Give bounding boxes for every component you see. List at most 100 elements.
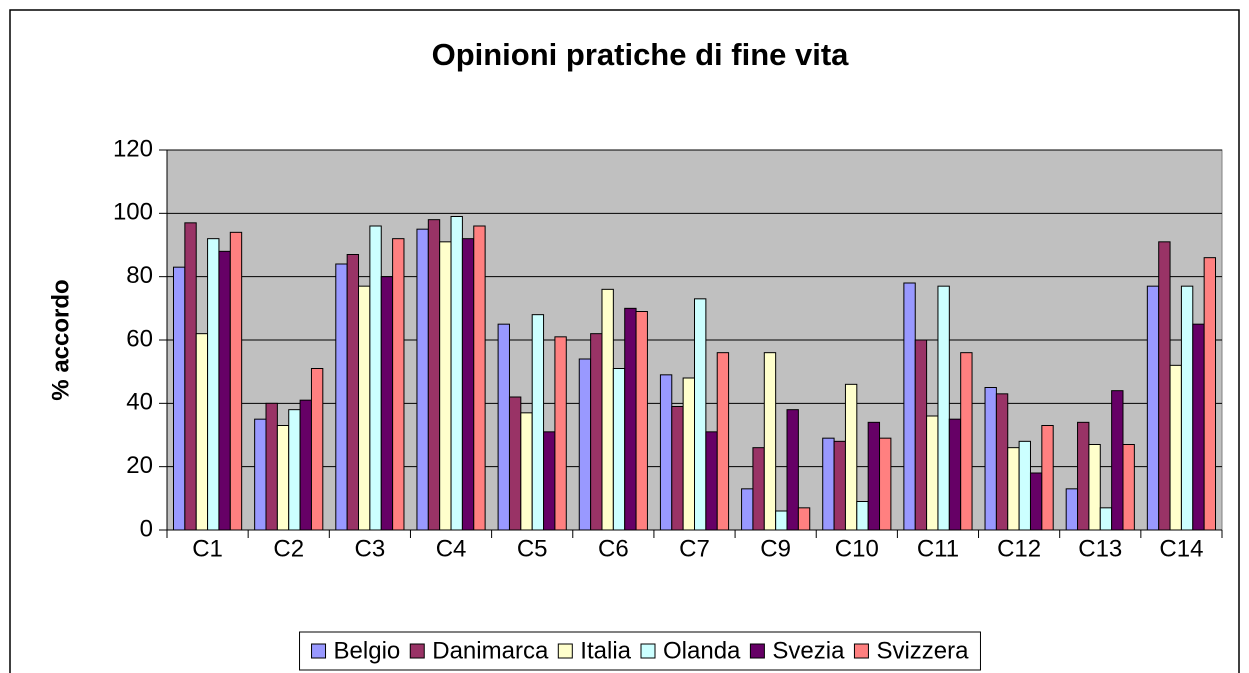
bar: [473, 225, 486, 531]
bar: [612, 368, 626, 531]
bar: [288, 409, 301, 531]
bar: [461, 238, 475, 531]
bar: [822, 437, 835, 531]
bar: [346, 254, 360, 531]
bar: [903, 282, 916, 531]
bar: [416, 228, 429, 531]
x-tick-label: C14: [1159, 535, 1203, 562]
y-axis-label: % accordo: [47, 279, 74, 400]
bar: [914, 339, 928, 531]
bar: [578, 358, 592, 531]
bar: [1203, 257, 1217, 531]
legend-swatch: [640, 643, 656, 659]
bar: [682, 377, 696, 531]
bar: [358, 285, 371, 531]
legend-swatch: [409, 643, 425, 659]
x-tick-label: C2: [273, 535, 304, 562]
legend-swatch: [557, 643, 573, 659]
bar: [310, 368, 324, 531]
bar: [1018, 440, 1031, 531]
bar: [1192, 323, 1205, 531]
bar: [856, 501, 869, 531]
bar: [1065, 488, 1079, 531]
bar: [497, 323, 510, 531]
bar: [844, 383, 858, 531]
bar: [369, 225, 382, 531]
bar: [797, 507, 811, 531]
bar: [867, 421, 881, 531]
legend-label: Danimarca: [432, 637, 549, 664]
bar: [195, 333, 209, 531]
y-tick-label: 20: [126, 452, 153, 479]
bar: [1041, 425, 1054, 531]
x-tick-label: C12: [997, 535, 1041, 562]
bar: [1088, 444, 1101, 531]
legend-label: Italia: [580, 637, 631, 664]
bar: [254, 418, 267, 531]
bar: [299, 399, 312, 531]
legend-label: Belgio: [334, 637, 401, 664]
bar: [1180, 285, 1194, 531]
bar: [335, 263, 348, 531]
x-tick-label: C7: [679, 535, 710, 562]
legend-swatch: [311, 643, 327, 659]
y-tick-label: 100: [113, 199, 153, 226]
bar: [948, 418, 962, 531]
bar: [1146, 285, 1160, 531]
bar: [554, 336, 567, 531]
chart-title: Opinioni pratiche di fine vita: [432, 37, 850, 72]
bar: [392, 238, 405, 531]
y-tick-label: 60: [126, 325, 153, 352]
bar: [543, 431, 556, 531]
bar: [879, 437, 892, 531]
bar: [1111, 390, 1124, 531]
bar: [1169, 364, 1182, 531]
bar: [1099, 507, 1113, 531]
x-tick-label: C3: [355, 535, 386, 562]
legend-swatch: [749, 643, 765, 659]
legend-label: Olanda: [663, 637, 741, 664]
bar: [833, 440, 846, 531]
bar: [659, 374, 673, 531]
bar: [450, 216, 463, 531]
bar: [265, 402, 278, 531]
bar: [960, 352, 973, 531]
bar: [995, 393, 1009, 531]
bar: [984, 387, 997, 531]
bar: [716, 352, 730, 531]
bar: [786, 409, 799, 531]
x-tick-label: C10: [835, 535, 879, 562]
bar: [427, 219, 441, 531]
bar: [763, 352, 777, 531]
bar: [741, 488, 754, 531]
bar: [694, 298, 707, 531]
bar: [671, 406, 684, 531]
y-tick-label: 80: [126, 262, 153, 289]
bar: [184, 222, 197, 531]
y-tick-label: 0: [140, 515, 153, 542]
y-tick-label: 40: [126, 389, 153, 416]
legend-label: Svizzera: [876, 637, 969, 664]
bar: [172, 266, 186, 531]
bar: [207, 238, 220, 531]
bar: [1029, 472, 1043, 531]
bar: [926, 415, 939, 531]
bar: [1007, 447, 1020, 531]
x-tick-label: C5: [517, 535, 548, 562]
bar: [1077, 421, 1090, 531]
bar: [531, 314, 545, 531]
x-tick-label: C9: [760, 535, 791, 562]
bar: [937, 285, 950, 531]
x-tick-label: C13: [1078, 535, 1122, 562]
bar: [775, 510, 788, 531]
x-tick-label: C4: [436, 535, 467, 562]
legend-label: Svezia: [772, 637, 845, 664]
bar: [439, 241, 452, 531]
x-tick-label: C11: [917, 535, 959, 562]
bar: [229, 231, 243, 531]
bar: [1158, 241, 1171, 531]
y-tick-label: 120: [113, 135, 153, 162]
bar: [276, 425, 290, 531]
legend-swatch: [853, 643, 869, 659]
